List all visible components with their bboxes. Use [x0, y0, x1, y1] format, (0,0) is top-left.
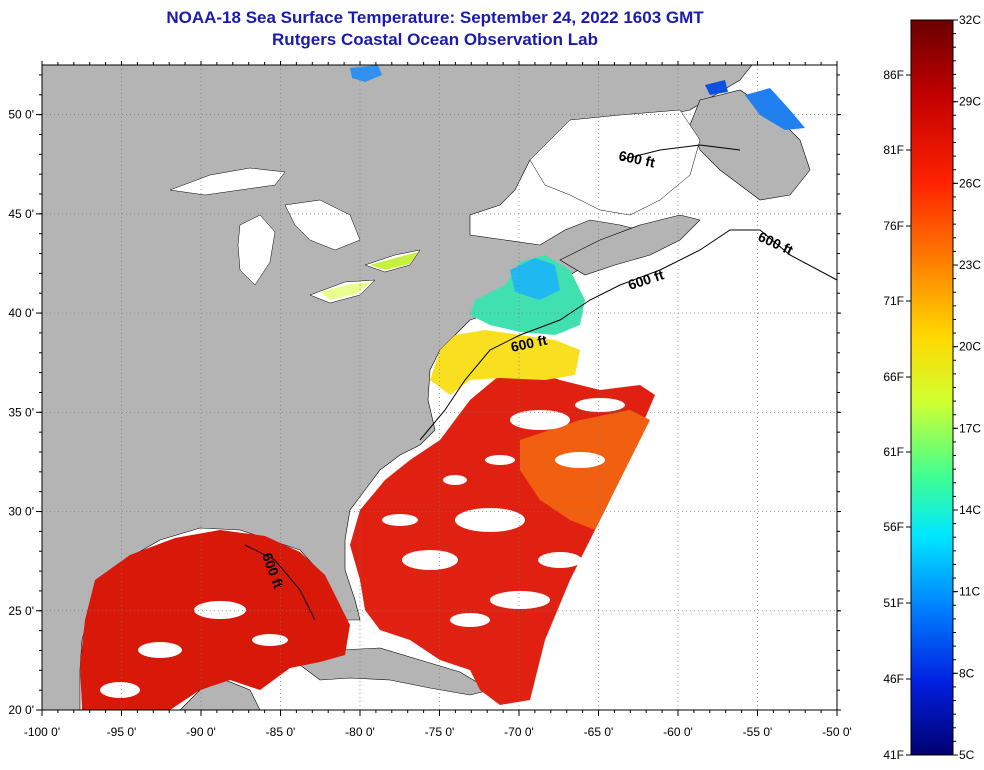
atlantic-sst-orange [520, 410, 650, 530]
gulf-of-maine-cool-core [510, 258, 560, 300]
map-title: NOAA-18 Sea Surface Temperature: Septemb… [166, 8, 704, 27]
map-area: 600 ft 600 ft 600 ft 600 ft 600 ft [42, 65, 837, 710]
lon-tick-label: -55 0' [743, 725, 773, 739]
colorbar-f-label: 61F [883, 445, 904, 459]
lon-tick-label: -90 0' [186, 725, 216, 739]
colorbar-f-label: 56F [883, 520, 904, 534]
gulf-of-mexico-sst [80, 530, 350, 710]
colorbar-f-label: 51F [883, 596, 904, 610]
lat-tick-label: 40 0' [8, 306, 34, 320]
colorbar-c-label: 17C [959, 421, 981, 435]
colorbar-c-label: 26C [959, 176, 981, 190]
colorbar-f-label: 76F [883, 219, 904, 233]
lon-tick-label: -65 0' [584, 725, 614, 739]
nova-scotia-land [559, 214, 701, 276]
colorbar-f-label: 81F [883, 143, 904, 157]
lat-tick-label: 50 0' [8, 108, 34, 122]
cuba-land [299, 647, 491, 696]
lat-tick-label: 45 0' [8, 207, 34, 221]
colorbar-c-label: 32C [959, 13, 981, 27]
colorbar-celsius-labels: 32C 29C 26C 23C 20C 17C 14C 11C 8C 5C [953, 13, 981, 762]
lon-tick-label: -95 0' [107, 725, 137, 739]
colorbar-gradient [910, 19, 954, 756]
lake-temperature-patches [320, 252, 418, 300]
lon-tick-label: -80 0' [345, 725, 375, 739]
yucatan-land [179, 679, 261, 710]
colorbar-fahrenheit-labels: 86F 81F 76F 71F 66F 61F 56F 51F 46F 41F [883, 68, 911, 762]
mid-atlantic-sst [430, 330, 580, 395]
colorbar: 32C 29C 26C 23C 20C 17C 14C 11C 8C 5C 86F 81F 76F 71… [883, 13, 981, 762]
labrador-cold-patch [705, 80, 728, 95]
lat-tick-label: 35 0' [8, 405, 34, 419]
colorbar-f-label: 46F [883, 672, 904, 686]
lon-tick-label: -85 0' [266, 725, 296, 739]
colorbar-c-label: 5C [959, 748, 975, 762]
colorbar-c-label: 29C [959, 95, 981, 109]
lat-tick-label: 30 0' [8, 505, 34, 519]
colorbar-c-label: 11C [959, 585, 980, 599]
lat-tick-label: 25 0' [8, 604, 34, 618]
contour-label-1: 600 ft [617, 147, 656, 170]
isobath-600ft-contour [244, 144, 837, 621]
map-subtitle: Rutgers Coastal Ocean Observation Lab [272, 30, 598, 49]
cloud-cover [100, 398, 625, 698]
lon-tick-label: -100 0' [24, 725, 60, 739]
north-america-land [42, 65, 753, 710]
colorbar-f-label: 71F [883, 294, 904, 308]
colorbar-f-label: 66F [883, 370, 904, 384]
graticule [42, 65, 837, 710]
axis-ticks [36, 61, 841, 716]
colorbar-f-label: 86F [883, 68, 904, 82]
colorbar-c-label: 20C [959, 340, 981, 354]
hudson-cold-patch [350, 65, 382, 82]
lat-tick-label: 20 0' [8, 703, 34, 717]
lon-tick-label: -50 0' [822, 725, 852, 739]
colorbar-c-label: 14C [959, 503, 981, 517]
newfoundland-cold-patch [745, 88, 805, 130]
gulf-st-lawrence-nodata [529, 109, 701, 216]
axis-tick-labels: -100 0' -95 0' -90 0' -85 0' -80 0' -75 0' -70… [8, 108, 851, 739]
colorbar-f-label: 41F [883, 748, 904, 762]
colorbar-c-label: 23C [959, 258, 981, 272]
lon-tick-label: -75 0' [425, 725, 455, 739]
lon-tick-label: -60 0' [663, 725, 693, 739]
lon-tick-label: -70 0' [504, 725, 534, 739]
colorbar-c-label: 8C [959, 666, 975, 680]
